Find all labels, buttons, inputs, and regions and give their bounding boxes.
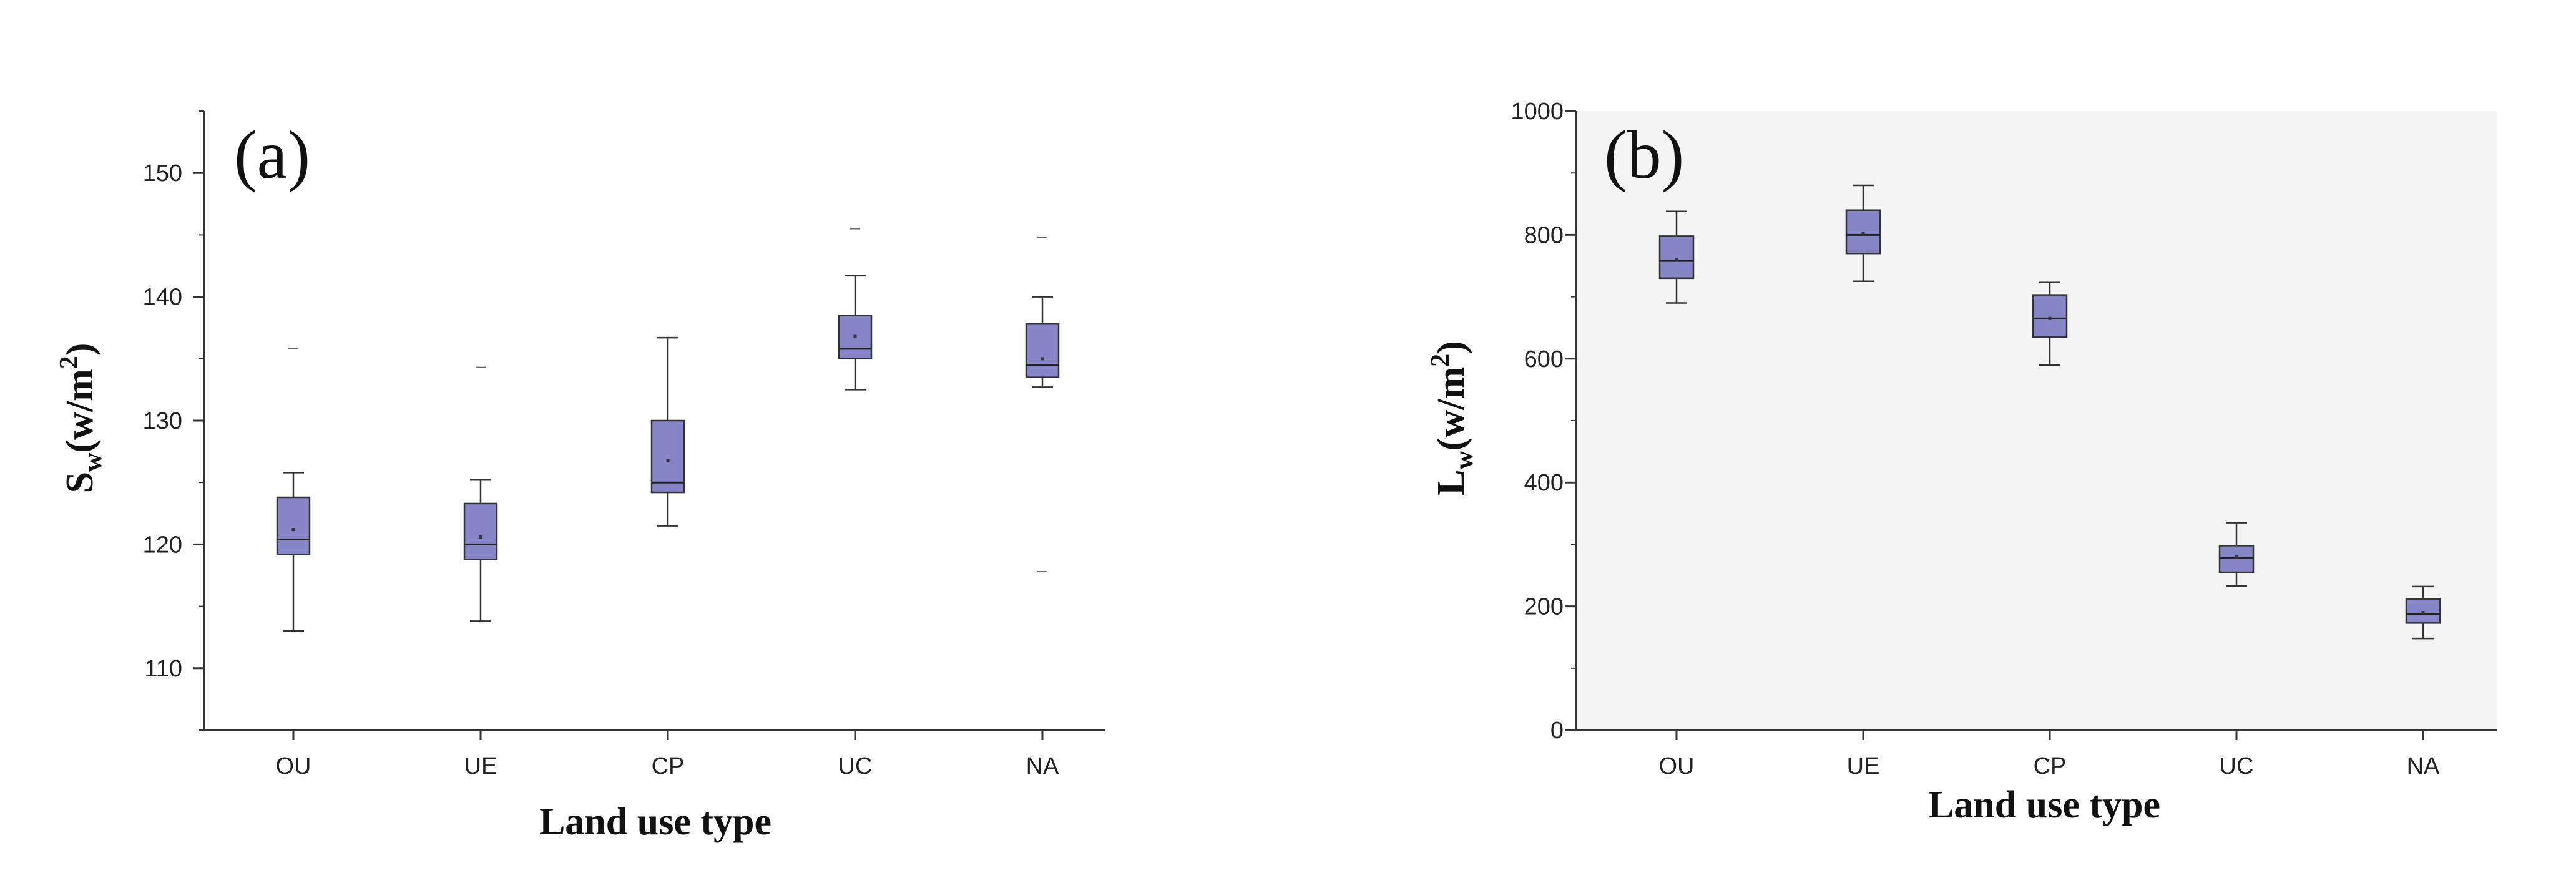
y-tick-label: 140	[143, 285, 182, 311]
box-ou	[276, 496, 311, 555]
y-tick-label: 120	[143, 532, 182, 558]
y-tick-label: 200	[1524, 594, 1564, 620]
panel-a-label: (a)	[234, 117, 310, 193]
panel-b-plot-area	[1576, 111, 2497, 730]
mean-marker	[666, 458, 670, 462]
y-tick-label: 400	[1524, 470, 1564, 496]
x-tick-label: NA	[2407, 753, 2440, 779]
box-cp	[2032, 294, 2068, 338]
y-tick-label: 150	[143, 160, 182, 187]
panel-a-y-title: Sw(w/m2)	[55, 343, 107, 494]
box-na	[1025, 323, 1060, 378]
mean-marker	[2048, 316, 2052, 320]
y-tick-label: 1000	[1511, 99, 1564, 125]
x-tick-label: OU	[276, 753, 311, 779]
y-tick-label: 0	[1550, 718, 1564, 744]
x-tick-label: OU	[1659, 753, 1695, 779]
mean-marker	[1041, 357, 1044, 361]
mean-marker	[2421, 611, 2425, 615]
x-tick-label: UE	[1847, 753, 1880, 779]
mean-marker	[853, 334, 857, 338]
box-cp	[650, 419, 685, 494]
panel-a-x-title: Land use type	[539, 801, 771, 843]
panel-b-marks: 0 200 400 600 800 1000 OU UE CP UC NA	[1511, 99, 2441, 779]
mean-marker	[479, 535, 482, 539]
x-tick-label: UE	[464, 753, 497, 779]
x-tick-label: CP	[2034, 753, 2067, 779]
x-tick-label: NA	[1026, 753, 1059, 779]
box-ue	[463, 502, 498, 560]
panel-a: (a) 110 120 130 140 150 OU UE CP UC NA Land use t…	[55, 110, 1105, 843]
y-tick-label: 600	[1524, 346, 1564, 373]
y-tick-label: 110	[144, 656, 182, 682]
y-tick-label: 130	[143, 408, 182, 434]
x-tick-label: UC	[2220, 753, 2254, 779]
panel-b-x-title: Land use type	[1928, 784, 2160, 826]
mean-marker	[1861, 231, 1865, 235]
y-tick-label: 800	[1524, 222, 1564, 248]
mean-marker	[2235, 555, 2238, 559]
mean-marker	[291, 528, 295, 532]
mean-marker	[1675, 258, 1678, 261]
panel-b-y-title: Lw(w/m2)	[1426, 341, 1479, 495]
x-tick-label: UC	[838, 753, 873, 779]
x-tick-label: CP	[652, 753, 685, 779]
panel-b-label: (b)	[1604, 117, 1684, 193]
panel-b: (b) 0 200 400 600 800 1000 OU UE CP UC NA Land use…	[1426, 99, 2497, 826]
panel-a-marks: 110 120 130 140 150 OU UE CP UC NA	[143, 110, 1060, 779]
box-ou	[1658, 235, 1695, 280]
